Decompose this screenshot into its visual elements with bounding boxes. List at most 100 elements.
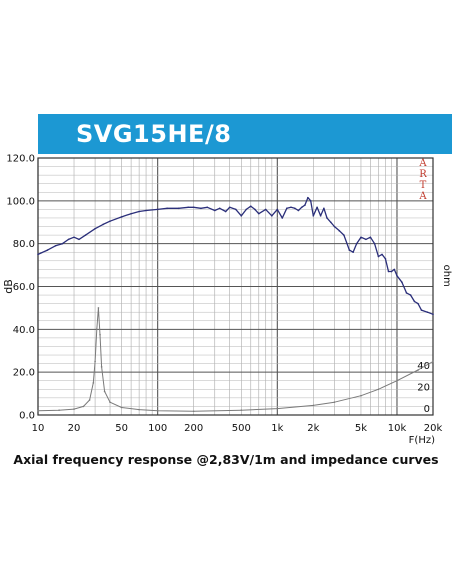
impedance-point	[82, 405, 85, 408]
title-banner	[38, 114, 452, 154]
impedance-point	[95, 328, 98, 331]
impedance-point	[73, 408, 75, 410]
x-tick-label: 500	[232, 423, 251, 434]
spl-point	[224, 210, 227, 213]
spl-point	[54, 245, 57, 247]
spl-point	[130, 212, 132, 215]
spl-point	[319, 215, 322, 217]
impedance-point	[360, 394, 362, 397]
y-tick-label: 0.0	[19, 411, 35, 422]
impedance-point	[240, 409, 243, 411]
x-tick-label: 10	[32, 423, 45, 434]
x-tick-label: 5k	[355, 423, 367, 434]
spl-point	[138, 210, 140, 213]
watermark-letter: R	[419, 169, 427, 180]
spl-point	[166, 207, 168, 210]
y-tick-label: 80.0	[13, 239, 35, 250]
spl-point	[413, 300, 416, 303]
spl-point	[307, 196, 309, 199]
y-tick-label: 20.0	[13, 368, 35, 379]
impedance-point	[58, 409, 60, 411]
x-tick-label: 1k	[271, 423, 283, 434]
spl-point	[355, 242, 358, 245]
impedance-point	[120, 406, 123, 409]
frequency-response-chart: 0.0 20.0 40.0 60.0 80.0 100.0 120.0 10 20 50 100 20…	[2, 154, 452, 447]
x-tick-label: 100	[148, 423, 167, 434]
spl-point	[192, 206, 195, 209]
impedance-point	[312, 404, 315, 407]
impedance-point	[92, 382, 95, 384]
impedance-point	[377, 388, 380, 391]
spl-point	[316, 206, 318, 209]
spl-point	[46, 249, 49, 251]
spl-point	[343, 234, 345, 236]
spl-point	[264, 208, 267, 211]
watermark-letter: A	[419, 158, 427, 169]
spl-point	[300, 206, 303, 209]
impedance-point	[103, 390, 106, 393]
spl-point	[218, 207, 221, 210]
spl-point	[235, 208, 237, 211]
impedance-line	[37, 307, 434, 412]
spl-point	[228, 206, 231, 209]
spl-point	[67, 238, 70, 241]
impedance-point	[88, 399, 91, 401]
spl-point	[281, 217, 284, 219]
spl-point	[330, 221, 332, 224]
spl-point	[352, 251, 354, 254]
spl-point	[396, 274, 398, 277]
spl-point	[338, 230, 341, 232]
x-tick-label: 10k	[388, 423, 407, 434]
spl-point	[187, 206, 190, 209]
spl-point	[390, 270, 393, 273]
y-tick-label: 40.0	[13, 325, 35, 336]
spl-point	[94, 227, 96, 230]
spl-point	[213, 209, 216, 212]
spl-point	[276, 208, 279, 211]
spl-point	[312, 215, 315, 217]
y-tick-label: 120.0	[6, 154, 35, 165]
spl-point	[206, 206, 209, 209]
spl-point	[37, 253, 39, 256]
spl-point	[102, 223, 104, 226]
spl-point	[401, 281, 403, 284]
spl-point	[309, 200, 312, 202]
spl-point	[84, 234, 87, 236]
impedance-point	[138, 408, 140, 411]
spl-point	[245, 208, 248, 211]
chart-caption: Axial frequency response @2,83V/1m and i…	[13, 452, 439, 467]
watermark-letter: A	[419, 191, 427, 202]
spl-point	[377, 255, 380, 258]
impedance-point	[276, 407, 279, 410]
right-y-axis-label: ohm	[441, 265, 452, 287]
plot-frame	[37, 157, 434, 416]
spl-point	[381, 253, 383, 256]
spl-point	[420, 309, 423, 311]
chart-title: SVG15HE/8	[76, 120, 232, 148]
spl-point	[120, 216, 123, 218]
spl-point	[387, 270, 390, 273]
spl-point	[323, 207, 325, 210]
impedance-point	[192, 410, 195, 413]
spl-point	[326, 217, 328, 219]
x-axis-label: F(Hz)	[409, 435, 435, 446]
spl-point	[405, 292, 408, 294]
y-tick-label: 60.0	[13, 282, 35, 293]
right-y-tick-label: 20	[417, 383, 430, 394]
spl-point	[249, 205, 252, 207]
spl-point	[285, 207, 288, 210]
spl-point	[294, 207, 296, 210]
impedance-point	[94, 360, 96, 363]
y-tick-label: 100.0	[6, 196, 35, 207]
spl-point	[73, 236, 75, 239]
spl-point	[297, 209, 300, 212]
spl-point	[365, 238, 367, 241]
spl-point	[290, 206, 292, 209]
spl-point	[384, 257, 387, 260]
spl-point	[257, 212, 260, 215]
spl-point	[333, 225, 336, 228]
spl-point	[393, 268, 396, 271]
x-tick-label: 20k	[424, 423, 443, 434]
impedance-point	[100, 366, 103, 368]
impedance-point	[396, 379, 398, 382]
